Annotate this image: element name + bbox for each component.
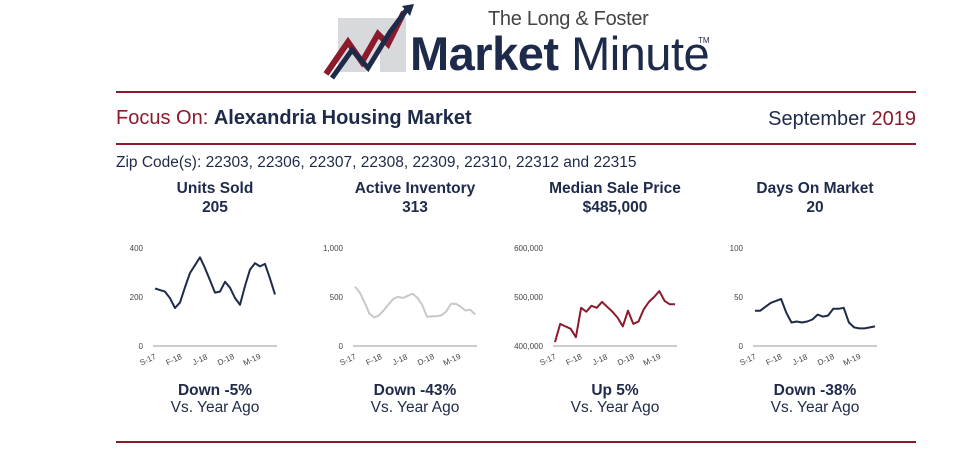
logo: The Long & Foster Market Minute TM: [318, 2, 718, 82]
chart-title: Days On Market: [756, 180, 874, 197]
headline-value: 20: [806, 199, 824, 216]
report-date: September 2019: [768, 108, 916, 131]
logo-title: Market Minute: [410, 27, 710, 80]
change-text: Down -43%: [373, 382, 457, 399]
x-tick-label: M-19: [642, 352, 663, 368]
y-tick-label: 500,000: [514, 293, 543, 302]
headline-value: 205: [202, 199, 228, 216]
panel-units-sold: Units Sold 205 0 200 400 S-17 F-18 J-18 D-18 M-…: [115, 180, 315, 420]
x-tick-label: J-18: [191, 352, 209, 367]
focus-heading: Focus On: Alexandria Housing Market: [116, 107, 472, 130]
units-sold-chart: 0 200 400 S-17 F-18 J-18 D-18 M-19: [130, 244, 277, 368]
x-tick-label: D-18: [416, 352, 436, 368]
y-tick-label: 500: [330, 293, 344, 302]
comparison-text: Vs. Year Ago: [170, 399, 260, 416]
panel-median-sale-price: Median Sale Price $485,000 400,000 500,00…: [514, 180, 715, 420]
x-tick-label: D-18: [816, 352, 836, 368]
y-tick-label: 600,000: [514, 244, 543, 253]
x-tick-label: M-19: [442, 352, 463, 368]
x-tick-label: F-18: [165, 352, 184, 367]
x-tick-label: S-17: [338, 352, 358, 368]
series-line: [354, 286, 476, 319]
y-tick-label: 0: [139, 342, 144, 351]
y-tick-label: 50: [734, 293, 743, 302]
x-tick-label: S-17: [738, 352, 758, 368]
comparison-text: Vs. Year Ago: [770, 399, 860, 416]
x-tick-label: S-17: [538, 352, 558, 368]
change-text: Up 5%: [591, 382, 639, 399]
x-tick-label: S-17: [138, 352, 158, 368]
bottom-rule: [116, 441, 916, 443]
logo-trademark: TM: [698, 36, 710, 45]
x-tick-label: J-18: [591, 352, 609, 367]
y-tick-label: 100: [730, 244, 744, 253]
x-tick-label: F-18: [765, 352, 784, 367]
y-tick-label: 400,000: [514, 342, 543, 351]
x-tick-label: J-18: [791, 352, 809, 367]
middle-rule: [116, 143, 916, 145]
change-text: Down -38%: [773, 382, 857, 399]
comparison-text: Vs. Year Ago: [570, 399, 660, 416]
x-tick-label: M-19: [842, 352, 863, 368]
series-line: [554, 290, 675, 343]
panel-active-inventory: Active Inventory 313 0 500 1,000 S-17 F-18 J-…: [315, 180, 515, 420]
median-sale-price-chart: 400,000 500,000 600,000 S-17 F-18 J-18 D-18 M-1…: [514, 244, 677, 368]
headline-value: $485,000: [582, 199, 648, 216]
focus-label: Focus On:: [116, 107, 214, 129]
headline-value: 313: [402, 199, 428, 216]
chart-title: Median Sale Price: [549, 180, 681, 197]
days-on-market-chart: 0 50 100 S-17 F-18 J-18 D-18 M-19: [730, 244, 877, 368]
x-tick-label: D-18: [616, 352, 636, 368]
y-tick-label: 0: [739, 342, 744, 351]
y-tick-label: 400: [130, 244, 144, 253]
chart-title: Active Inventory: [354, 180, 476, 197]
y-tick-label: 1,000: [323, 244, 344, 253]
series-line: [154, 256, 276, 309]
change-text: Down -5%: [177, 382, 253, 399]
report-year: 2019: [871, 108, 917, 130]
zip-codes: Zip Code(s): 22303, 22306, 22307, 22308,…: [116, 154, 637, 171]
report-month: September: [768, 108, 872, 130]
top-rule: [116, 91, 916, 93]
x-tick-label: M-19: [242, 352, 263, 368]
x-tick-label: D-18: [216, 352, 236, 368]
market-name: Alexandria Housing Market: [213, 107, 472, 129]
chart-title: Units Sold: [176, 180, 254, 197]
rising-arrow-logo-icon: [323, 4, 414, 80]
logo-tagline: The Long & Foster: [488, 8, 649, 30]
panel-days-on-market: Days On Market 20 0 50 100 S-17 F-18 J-18 D-18…: [715, 180, 915, 420]
x-tick-label: F-18: [365, 352, 384, 367]
active-inventory-chart: 0 500 1,000 S-17 F-18 J-18 D-18 M-19: [323, 244, 477, 368]
y-tick-label: 0: [339, 342, 344, 351]
x-tick-label: F-18: [565, 352, 584, 367]
y-tick-label: 200: [130, 293, 144, 302]
series-line: [755, 298, 876, 330]
comparison-text: Vs. Year Ago: [370, 399, 460, 416]
x-tick-label: J-18: [391, 352, 409, 367]
